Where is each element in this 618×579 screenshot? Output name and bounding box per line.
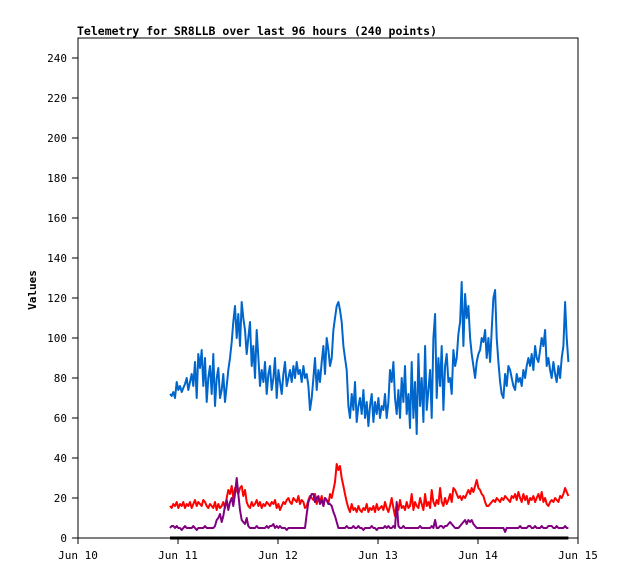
y-tick-label: 240 bbox=[47, 52, 67, 65]
y-tick-label: 120 bbox=[47, 292, 67, 305]
series-line-channel-2 bbox=[169, 463, 570, 517]
x-tick-label: Jun 11 bbox=[158, 549, 198, 562]
y-tick-label: 140 bbox=[47, 252, 67, 265]
y-tick-label: 40 bbox=[54, 452, 67, 465]
y-tick-label: 200 bbox=[47, 132, 67, 145]
x-tick-label: Jun 13 bbox=[358, 549, 398, 562]
y-axis-label: Values bbox=[26, 270, 39, 310]
series-line-channel-3 bbox=[169, 477, 569, 533]
y-tick-label: 160 bbox=[47, 212, 67, 225]
plot-frame bbox=[77, 37, 579, 539]
y-tick-label: 0 bbox=[60, 532, 67, 545]
x-tick-label: Jun 12 bbox=[258, 549, 298, 562]
y-tick-label: 20 bbox=[54, 492, 67, 505]
series-line-channel-1 bbox=[169, 281, 570, 435]
y-tick-label: 180 bbox=[47, 172, 67, 185]
x-tick-label: Jun 14 bbox=[458, 549, 498, 562]
y-tick-label: 60 bbox=[54, 412, 67, 425]
y-tick-label: 220 bbox=[47, 92, 67, 105]
y-tick-label: 80 bbox=[54, 372, 67, 385]
chart-title: Telemetry for SR8LLB over last 96 hours … bbox=[77, 24, 437, 38]
x-tick-label: Jun 15 bbox=[558, 549, 598, 562]
y-tick-label: 100 bbox=[47, 332, 67, 345]
x-tick-label: Jun 10 bbox=[58, 549, 98, 562]
